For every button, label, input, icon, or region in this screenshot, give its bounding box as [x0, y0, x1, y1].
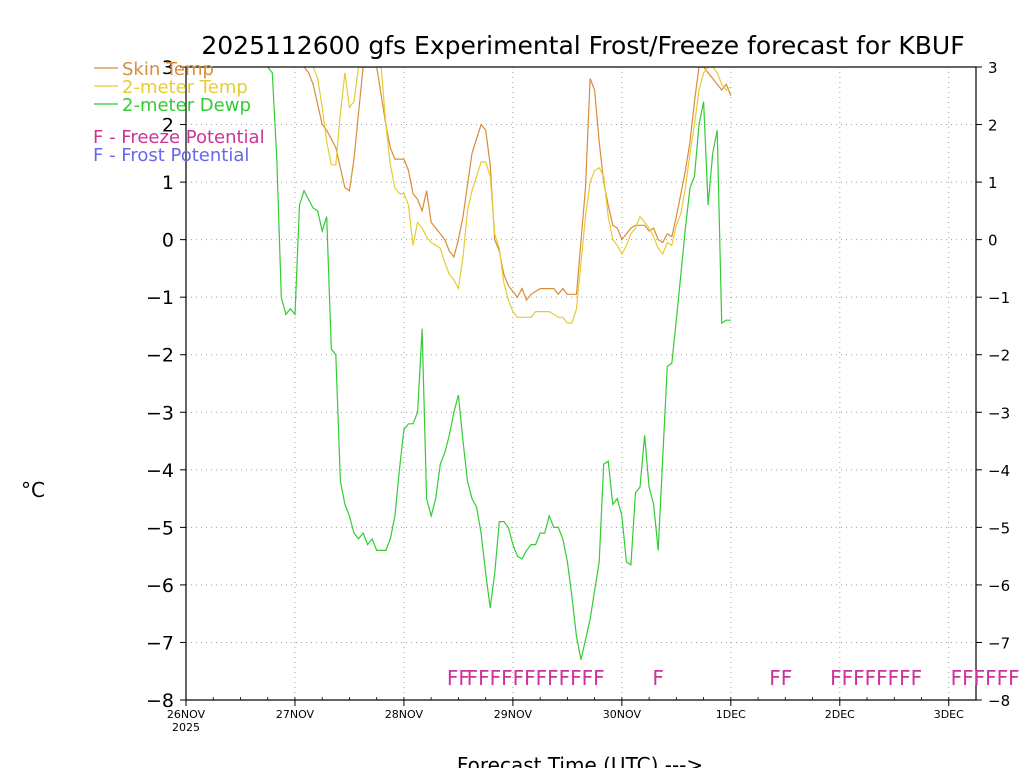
y-axis-label: °C — [21, 478, 45, 502]
x-tick-label: 1DEC — [716, 708, 746, 721]
y-tick-label-left: 2 — [162, 115, 174, 137]
series-lines — [267, 67, 732, 660]
freeze-mark: FFFFFFFF — [830, 666, 922, 690]
chart-title: 2025112600 gfs Experimental Frost/Freeze… — [201, 31, 964, 60]
potential-legend-letter: F — [93, 127, 109, 148]
freeze-mark: F — [652, 666, 664, 690]
potential-legend-letter: F — [93, 145, 109, 166]
y-tick-label-right: −3 — [988, 404, 1010, 422]
x-tick-label: 3DEC — [934, 708, 964, 721]
legend-label: 2-meter Dewp — [122, 95, 251, 116]
x-tick-label: 27NOV — [276, 708, 315, 721]
x-tick-sublabel: 2025 — [172, 721, 200, 734]
y-tick-label-right: −8 — [988, 692, 1010, 710]
y-tick-label-right: 3 — [988, 59, 998, 77]
y-tick-label-left: −3 — [146, 402, 174, 424]
y-tick-label-right: −5 — [988, 519, 1010, 537]
freeze-mark: FF — [447, 666, 470, 690]
potential-legend-label: - Freeze Potential — [109, 127, 265, 148]
y-axis: 3 3 2 2 1 1 0 0 −1 −1 −2 −2 −3 −3 −4 −4 −5 −5 −6 −6 −7 −7 −8 −8 — [146, 57, 1010, 712]
freeze-mark: FF — [769, 666, 792, 690]
y-tick-label-right: −7 — [988, 634, 1010, 652]
y-tick-label-left: −8 — [146, 690, 174, 712]
y-tick-label-right: 0 — [988, 232, 998, 250]
potential-legend-entry: F - Freeze Potential — [93, 127, 265, 148]
series-line-2-meter-temp — [312, 67, 732, 324]
potential-legend-entry: F - Frost Potential — [93, 145, 249, 166]
y-tick-label-left: 0 — [162, 230, 174, 252]
x-tick-label: 29NOV — [494, 708, 533, 721]
y-tick-label-right: 2 — [988, 117, 998, 135]
legend-label: 2-meter Temp — [122, 77, 248, 98]
y-tick-label-left: −6 — [146, 575, 174, 597]
x-tick-label: 30NOV — [603, 708, 642, 721]
y-tick-label-left: −1 — [146, 287, 174, 309]
x-tick-label: 2DEC — [825, 708, 855, 721]
legend-label: Skin Temp — [122, 59, 214, 80]
x-axis-label: Forecast Time (UTC) ---> — [457, 753, 703, 768]
y-tick-label-right: −4 — [988, 462, 1010, 480]
y-tick-label-left: −2 — [146, 345, 174, 367]
x-tick-label: 26NOV — [167, 708, 206, 721]
y-tick-label-right: −6 — [988, 577, 1010, 595]
series-line-2-meter-dewp — [267, 67, 731, 660]
series-line-skin-temp — [303, 67, 732, 302]
y-tick-label-left: −5 — [146, 517, 174, 539]
y-tick-label-left: −4 — [146, 460, 174, 482]
plot-frame — [185, 66, 977, 701]
y-tick-label-right: −1 — [988, 289, 1010, 307]
freeze-mark: FFFFFFFFFFFF — [467, 666, 605, 690]
y-tick-label-left: 1 — [162, 172, 174, 194]
freeze-mark: FFFFFF — [951, 666, 1020, 690]
x-tick-label: 28NOV — [385, 708, 424, 721]
grid — [186, 67, 976, 700]
y-tick-label-left: −7 — [146, 632, 174, 654]
y-tick-label-left: 3 — [162, 57, 174, 79]
y-tick-label-right: −2 — [988, 347, 1010, 365]
potential-legend-label: - Frost Potential — [109, 145, 249, 166]
y-tick-label-right: 1 — [988, 174, 998, 192]
